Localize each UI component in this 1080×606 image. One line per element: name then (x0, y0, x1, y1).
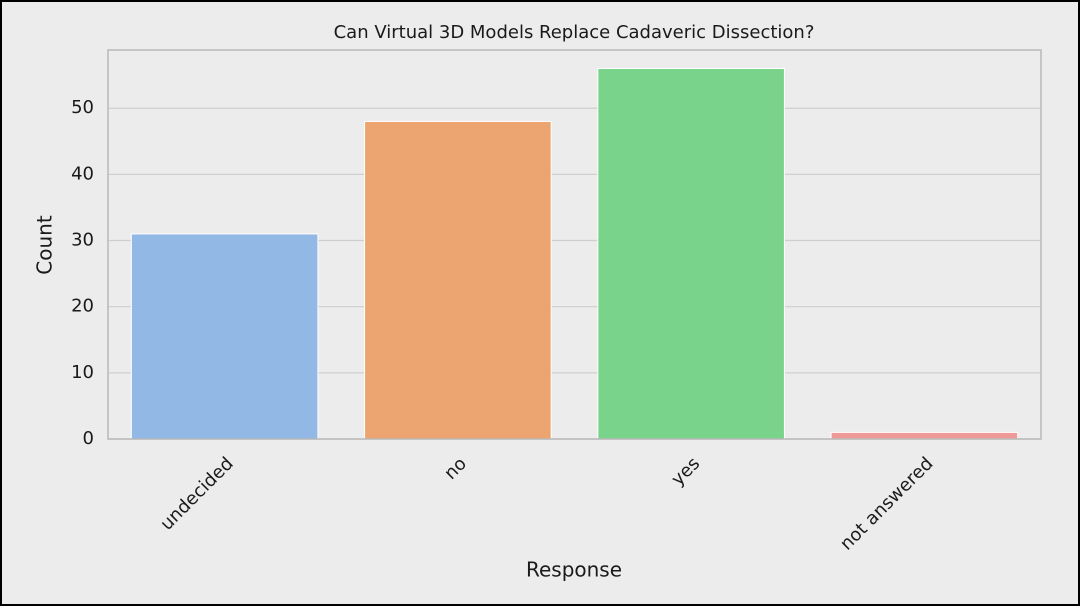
y-tick-label: 20 (71, 296, 94, 317)
y-tick-label: 10 (71, 362, 94, 383)
plot-frame (107, 49, 1042, 440)
chart-title: Can Virtual 3D Models Replace Cadaveric … (334, 22, 815, 43)
y-axis-label: Count (33, 215, 57, 275)
bar (364, 120, 552, 440)
y-tick-label: 40 (71, 163, 94, 184)
bar (130, 233, 319, 440)
y-tick-label: 0 (83, 428, 94, 449)
bar (597, 68, 785, 440)
y-tick-label: 30 (71, 230, 94, 251)
x-axis-label: Response (526, 558, 622, 582)
y-tick-label: 50 (71, 97, 94, 118)
bar (830, 431, 1019, 440)
